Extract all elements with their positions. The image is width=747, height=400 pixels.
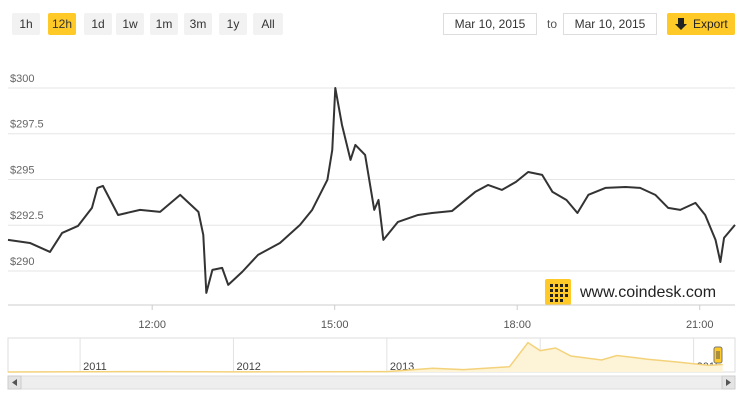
price-line xyxy=(7,86,736,294)
navigator-line xyxy=(7,341,723,373)
y-tick-label: $290 xyxy=(10,256,34,268)
x-tick-label: 18:00 xyxy=(503,319,531,331)
date-from[interactable]: Mar 10, 2015 xyxy=(443,13,537,35)
navigator-year: 2013 xyxy=(390,361,414,373)
navigator-year: 2011 xyxy=(83,361,107,373)
watermark: www.coindesk.com xyxy=(579,284,716,301)
range-button[interactable]: 1d xyxy=(84,13,112,35)
y-tick-label: $292.5 xyxy=(10,210,44,222)
range-button[interactable]: 1h xyxy=(12,13,40,35)
y-tick-label: $297.5 xyxy=(10,119,44,131)
arrow-right xyxy=(726,379,731,386)
range-button[interactable]: 12h xyxy=(48,13,76,35)
navigator-handle[interactable] xyxy=(713,346,723,364)
navigator-area xyxy=(8,342,723,372)
scrollbar[interactable] xyxy=(7,375,736,390)
export-button[interactable]: Export xyxy=(667,13,735,35)
scroll-right[interactable] xyxy=(721,375,736,390)
range-button[interactable]: All xyxy=(253,13,283,35)
navigator-frame xyxy=(7,337,736,373)
download-icon xyxy=(675,18,687,30)
x-tick-label: 21:00 xyxy=(686,319,714,331)
navigator-year: 2015 xyxy=(697,361,721,373)
range-button[interactable]: 1w xyxy=(116,13,144,35)
to-label: to xyxy=(547,17,558,31)
x-tick-label: 15:00 xyxy=(321,319,349,331)
x-tick-label: 12:00 xyxy=(138,319,166,331)
arrow-left xyxy=(12,379,17,386)
navigator-year: 2012 xyxy=(236,361,260,373)
export-label: Export xyxy=(693,17,728,31)
range-button[interactable]: 1y xyxy=(219,13,247,35)
handle-body xyxy=(713,346,723,364)
date-to[interactable]: Mar 10, 2015 xyxy=(563,13,657,35)
watermark-logo xyxy=(545,279,571,305)
range-button[interactable]: 1m xyxy=(150,13,178,35)
navigator-year: 2014 xyxy=(543,361,567,373)
scroll-left[interactable] xyxy=(7,375,22,390)
range-button[interactable]: 3m xyxy=(184,13,212,35)
y-tick-label: $295 xyxy=(10,164,34,176)
y-tick-label: $300 xyxy=(10,73,34,85)
